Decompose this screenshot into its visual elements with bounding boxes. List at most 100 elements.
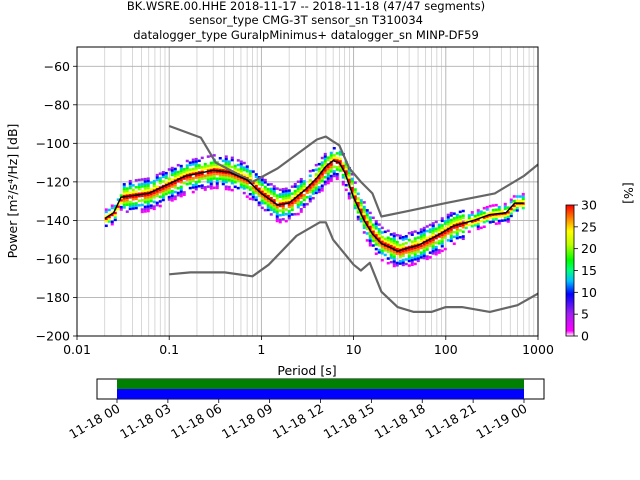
heatmap-cell xyxy=(137,185,141,189)
heatmap-cell xyxy=(401,259,405,262)
heatmap-cell xyxy=(362,201,366,204)
heatmap-cell xyxy=(320,172,324,176)
heatmap-cell xyxy=(140,210,144,214)
heatmap-cell xyxy=(353,195,357,198)
heatmap-cell xyxy=(494,222,498,225)
heatmap-cell xyxy=(395,233,399,237)
heatmap-cell xyxy=(287,217,291,220)
heatmap-cell xyxy=(404,258,408,261)
heatmap-cell xyxy=(353,188,357,191)
heatmap-cell xyxy=(137,178,141,182)
heatmap-cell xyxy=(329,174,333,178)
heatmap-cell xyxy=(398,236,402,240)
heatmap-cell xyxy=(500,210,504,213)
heatmap-cell xyxy=(224,176,228,179)
heatmap-cell xyxy=(197,175,201,179)
heatmap-cell xyxy=(125,187,129,190)
heatmap-cell xyxy=(110,211,114,214)
heatmap-cell xyxy=(140,178,144,181)
heatmap-cell xyxy=(410,251,414,255)
heatmap-cell xyxy=(311,185,315,188)
heatmap-cell xyxy=(200,172,204,176)
heatmap-cell xyxy=(320,163,324,167)
heatmap-cell xyxy=(155,192,159,195)
heatmap-cell xyxy=(212,165,216,169)
heatmap-cell xyxy=(437,230,441,234)
heatmap-cell xyxy=(359,215,363,218)
heatmap-cell xyxy=(413,255,417,259)
heatmap-cell xyxy=(320,177,324,181)
heatmap-cell xyxy=(164,192,168,196)
heatmap-cell xyxy=(332,174,336,178)
heatmap-cell xyxy=(395,245,399,249)
heatmap-cell xyxy=(269,190,273,193)
heatmap-cell xyxy=(122,196,126,200)
heatmap-cell xyxy=(434,252,438,256)
heatmap-cell xyxy=(323,157,327,161)
heatmap-cell xyxy=(233,169,237,172)
heatmap-cell xyxy=(260,199,264,203)
heatmap-cell xyxy=(191,179,195,182)
heatmap-cell xyxy=(305,196,309,199)
heatmap-cell xyxy=(305,191,309,194)
heatmap-cell xyxy=(314,182,318,185)
heatmap-cell xyxy=(383,246,387,250)
heatmap-cell xyxy=(173,169,177,173)
heatmap-cell xyxy=(365,213,369,217)
heatmap-cell xyxy=(263,208,267,212)
heatmap-cell xyxy=(320,166,324,169)
heatmap-cell xyxy=(194,160,198,163)
heatmap-cell xyxy=(371,239,375,243)
noise-model-lines xyxy=(104,124,538,313)
heatmap-cell xyxy=(449,214,453,217)
timeline-tick-label: 11-18 21 xyxy=(422,401,478,442)
heatmap-cell xyxy=(473,224,477,227)
heatmap-cell xyxy=(218,170,222,174)
heatmap-cell xyxy=(317,190,321,194)
heatmap-cell xyxy=(365,220,369,224)
heatmap-cell xyxy=(461,223,465,227)
heatmap-cell xyxy=(446,229,450,233)
heatmap-cell xyxy=(422,249,426,253)
heatmap-cell xyxy=(404,248,408,252)
heatmap-cell xyxy=(431,229,435,232)
heatmap-cell xyxy=(137,194,141,198)
heatmap-cell xyxy=(407,250,411,253)
heatmap-cell xyxy=(167,179,171,183)
heatmap-cell xyxy=(194,157,198,161)
heatmap-cell xyxy=(416,231,420,235)
heatmap-cell xyxy=(209,163,213,167)
heatmap-cell xyxy=(176,170,180,174)
heatmap-cell xyxy=(287,198,291,202)
heatmap-cell xyxy=(134,195,138,198)
heatmap-cell xyxy=(377,241,381,245)
heatmap-cell xyxy=(239,169,243,173)
heatmap-cell xyxy=(374,247,378,251)
heatmap-cell xyxy=(212,167,216,171)
heatmap-cell xyxy=(137,183,141,186)
heatmap-cell xyxy=(344,163,348,166)
heatmap-cell xyxy=(155,185,159,188)
heatmap-cell xyxy=(224,171,228,175)
heatmap-cell xyxy=(494,208,498,212)
heatmap-cell xyxy=(278,204,282,208)
heatmap-cell xyxy=(149,197,153,200)
heatmap-cell xyxy=(266,201,270,205)
heatmap-cell xyxy=(248,186,252,189)
heatmap-cell xyxy=(482,218,486,222)
heatmap-cell xyxy=(209,175,213,179)
heatmap-cell xyxy=(377,237,381,240)
heatmap-cell xyxy=(467,214,471,217)
heatmap-cell xyxy=(485,205,489,209)
heatmap-cell xyxy=(269,192,273,195)
heatmap-cell xyxy=(329,158,333,162)
heatmap-cell xyxy=(113,211,117,215)
heatmap-cell xyxy=(128,179,132,183)
heatmap-cell xyxy=(257,178,261,181)
heatmap-cell xyxy=(416,241,420,244)
heatmap-cell xyxy=(368,223,372,226)
heatmap-cell xyxy=(425,248,429,251)
heatmap-cell xyxy=(248,172,252,175)
heatmap-cell xyxy=(149,195,153,198)
heatmap-cell xyxy=(374,240,378,244)
